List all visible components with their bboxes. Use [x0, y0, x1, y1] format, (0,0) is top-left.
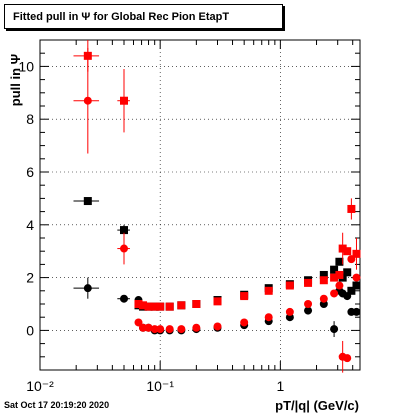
data-point-square: [264, 286, 273, 295]
data-point-square: [119, 96, 128, 105]
data-point-square: [139, 301, 148, 310]
data-point-square: [156, 302, 165, 311]
data-point-circle: [330, 325, 339, 334]
y-tick-label: 4: [26, 217, 34, 233]
data-point-square: [165, 302, 174, 311]
data-point-square: [83, 197, 92, 206]
data-point-circle: [192, 323, 201, 332]
y-tick-label: 10: [18, 58, 34, 74]
data-point-circle: [330, 289, 339, 298]
data-point-square: [240, 292, 249, 301]
data-point-circle: [285, 307, 294, 316]
data-point-circle: [213, 322, 222, 331]
data-point-square: [338, 244, 347, 253]
data-point-circle: [352, 273, 361, 282]
data-point-circle: [177, 325, 186, 334]
data-point-circle: [165, 325, 174, 334]
x-tick-label: 1: [276, 378, 284, 394]
data-point-square: [134, 300, 143, 308]
data-point-circle: [352, 307, 361, 316]
data-point-square: [343, 247, 352, 256]
data-point-circle: [304, 306, 313, 315]
data-point-circle: [264, 313, 273, 322]
data-point-square: [285, 281, 294, 290]
data-point-circle: [347, 255, 356, 264]
x-tick-label: 10⁻¹: [146, 378, 174, 394]
data-point-circle: [319, 294, 328, 303]
data-point-square: [343, 268, 352, 277]
data-point-circle: [240, 318, 249, 327]
data-point-square: [347, 204, 356, 213]
data-point-square: [319, 276, 328, 285]
data-point-square: [144, 302, 153, 311]
data-point-square: [213, 297, 222, 306]
data-point-square: [177, 301, 186, 310]
data-point-square: [319, 270, 328, 279]
data-point-square: [330, 273, 339, 282]
data-point-circle: [119, 244, 128, 253]
chart-title: Fitted pull in Ψ for Global Rec Pion Eta…: [4, 4, 283, 29]
data-point-circle: [83, 284, 92, 293]
data-point-square: [352, 281, 361, 290]
data-point-circle: [119, 294, 128, 303]
data-point-circle: [139, 323, 148, 332]
data-point-square: [150, 302, 159, 311]
data-point-square: [347, 286, 356, 295]
timestamp: Sat Oct 17 20:19:20 2020: [4, 400, 110, 410]
data-point-circle: [343, 354, 352, 363]
data-point-square: [304, 278, 313, 287]
data-point-square: [335, 270, 344, 279]
y-tick-label: 2: [26, 270, 34, 286]
x-axis-label: pT/|q| (GeV/c): [275, 398, 359, 413]
plot-frame: [39, 39, 361, 371]
data-point-square: [330, 265, 339, 274]
data-point-circle: [335, 281, 344, 290]
data-point-circle: [343, 292, 352, 301]
data-point-circle: [150, 325, 159, 334]
y-tick-label: 8: [26, 111, 34, 127]
y-tick-label: 6: [26, 164, 34, 180]
data-point-circle: [156, 325, 165, 334]
data-point-square: [119, 226, 128, 235]
data-point-square: [335, 257, 344, 266]
data-point-circle: [304, 300, 313, 308]
x-tick-label: 10⁻²: [26, 378, 54, 394]
data-point-square: [352, 249, 361, 258]
data-point-circle: [134, 318, 143, 327]
data-markers: [73, 40, 361, 373]
y-tick-label: 0: [26, 322, 34, 338]
data-point-circle: [83, 96, 92, 105]
y-axis-label: pull in Ψ: [8, 54, 23, 106]
axis-ticks: 0 2 4 6 8 10 10⁻² 10⁻¹ 1: [18, 39, 360, 394]
data-point-circle: [144, 323, 153, 332]
data-point-square: [192, 300, 201, 308]
